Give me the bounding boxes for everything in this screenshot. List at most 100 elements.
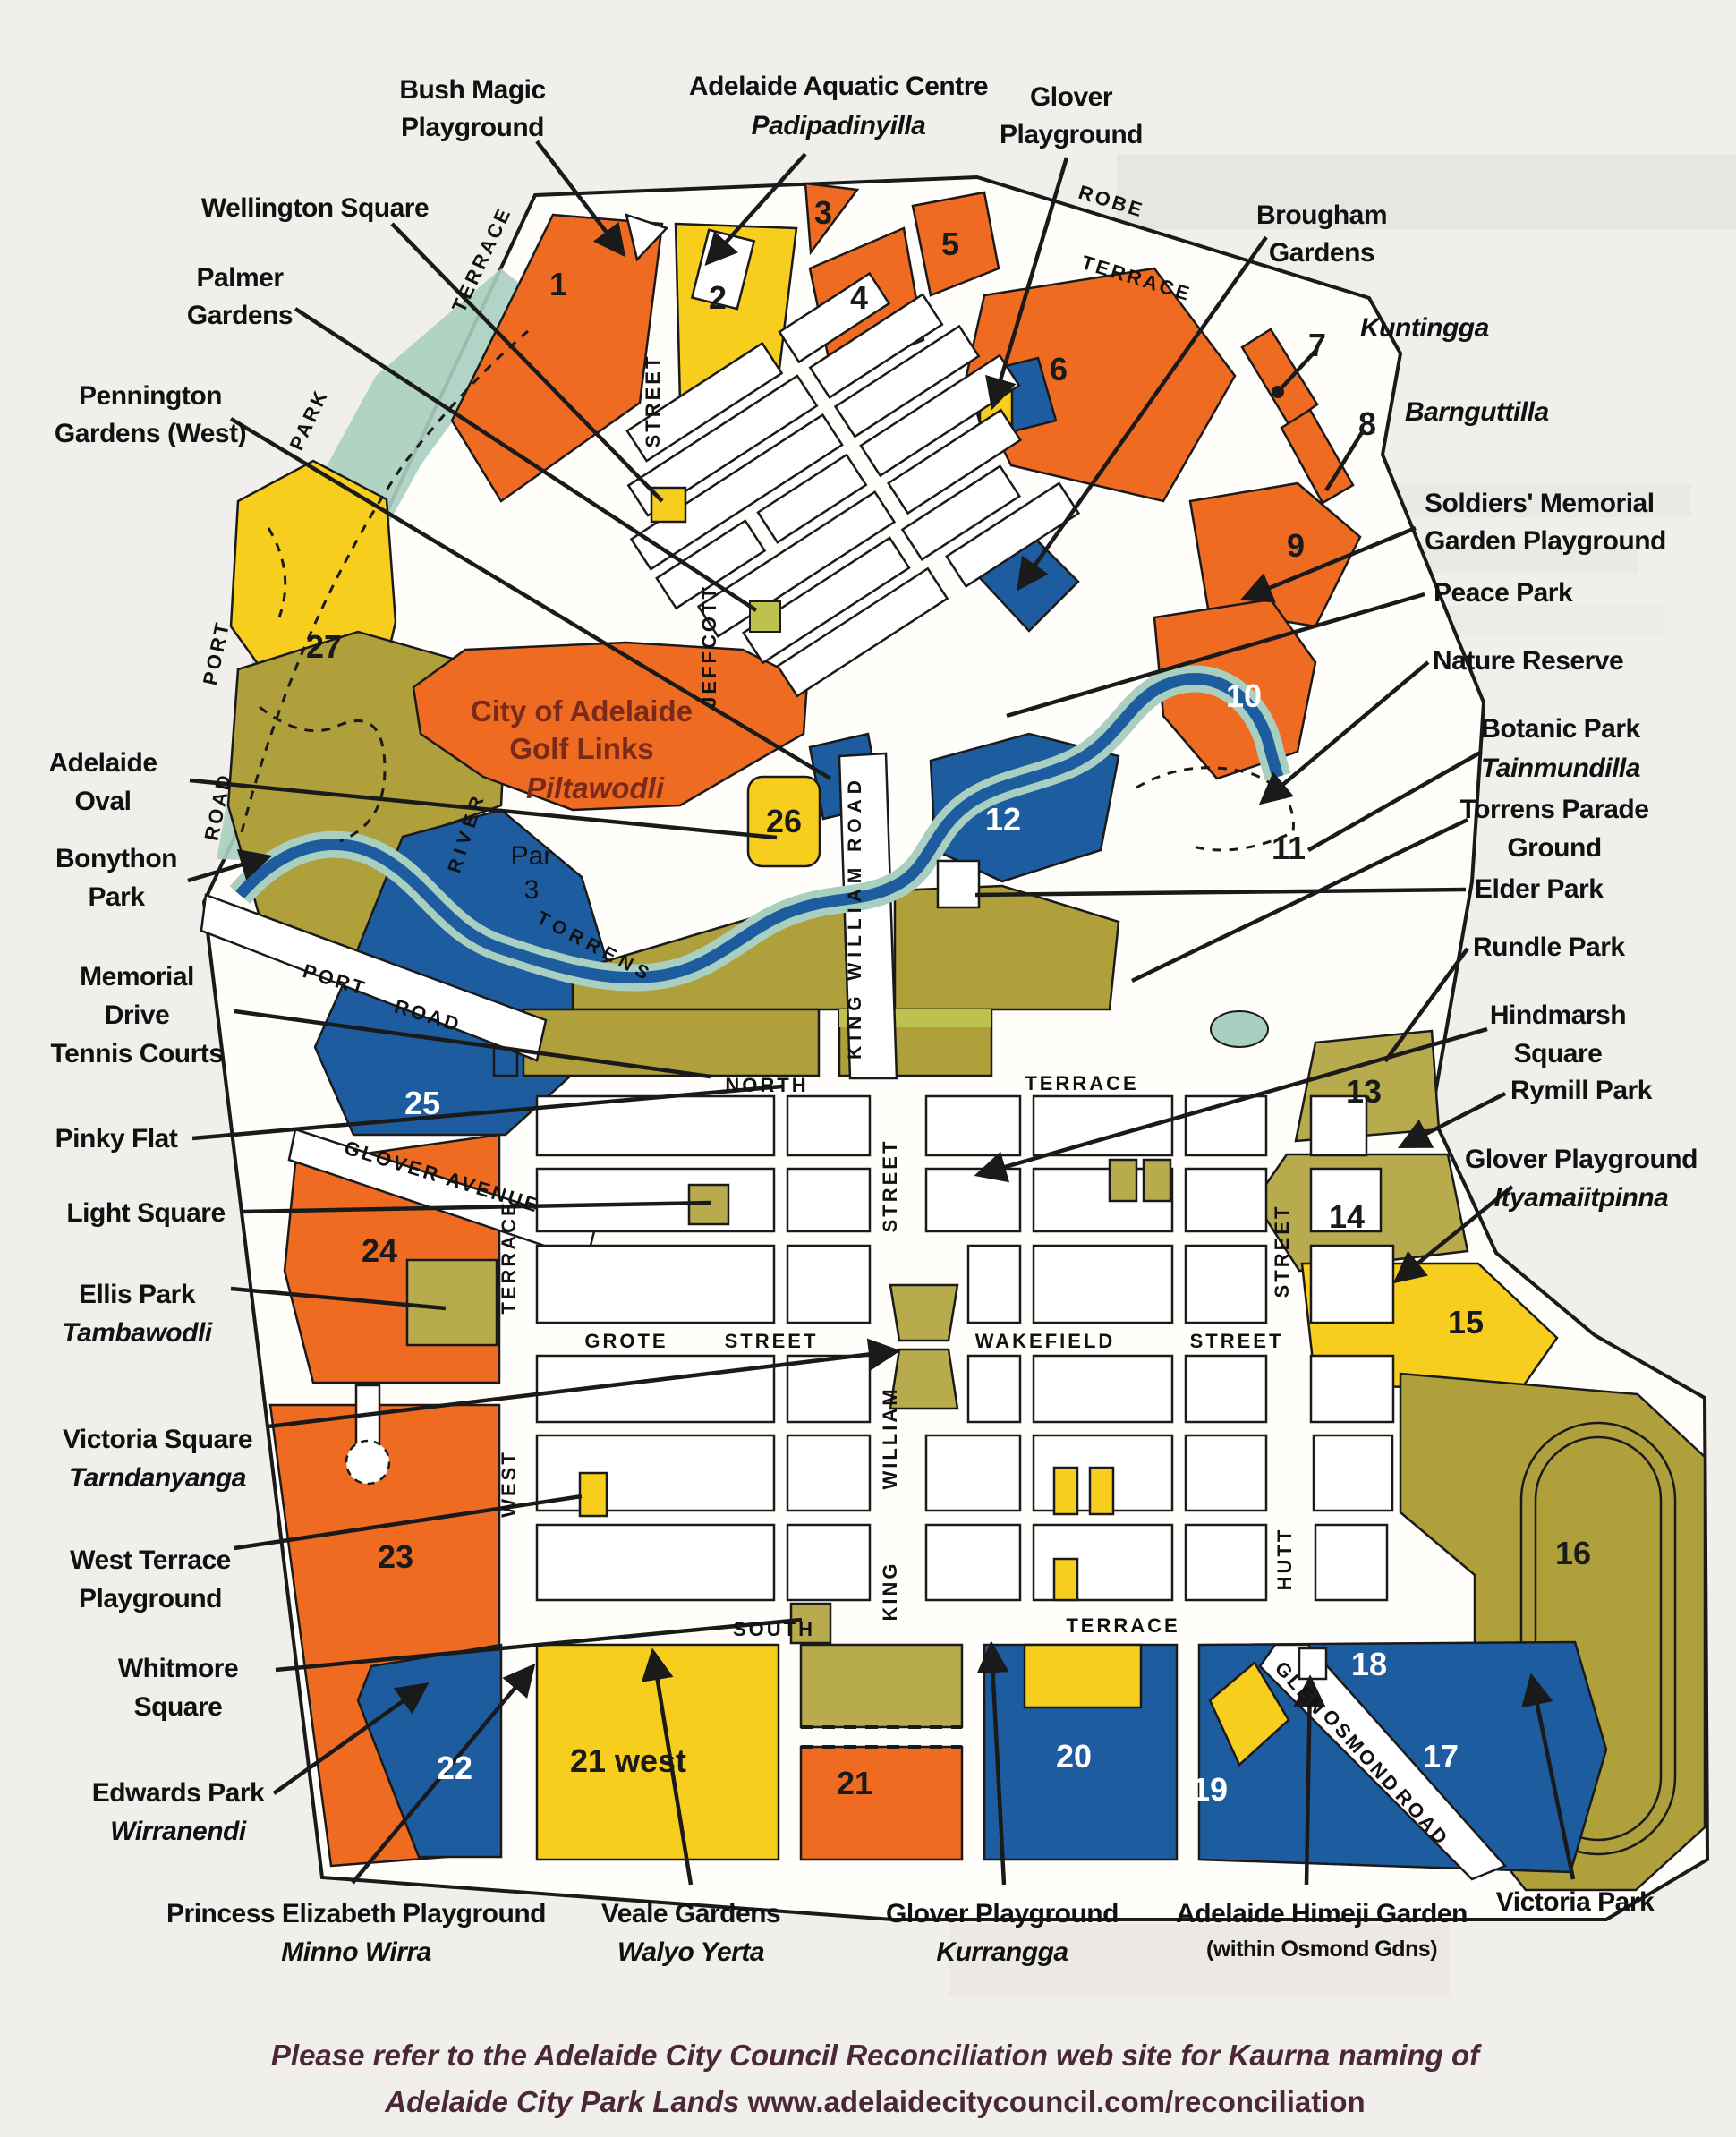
park-number-3: 3 [814, 194, 832, 231]
footer-line-2: Adelaide City Park Lands www.adelaidecit… [384, 2085, 1365, 2118]
label-wellington: Wellington Square [201, 193, 429, 223]
label-princess-1: Princess Elizabeth Playground [166, 1899, 546, 1928]
park-numbers: 1 2 3 4 5 6 7 8 9 10 11 12 13 14 15 16 1… [306, 194, 1591, 1808]
leader-rundle [1383, 947, 1469, 1063]
label-palmer-2: Gardens [187, 301, 293, 330]
label-memorial-1: Memorial [80, 962, 194, 992]
strip-olive-west [522, 1008, 821, 1077]
glover-south-playground [1023, 1643, 1143, 1709]
leader-adelaide-oval [189, 778, 778, 840]
river-water [235, 673, 1284, 984]
label-whitmore-1: Whitmore [118, 1654, 238, 1683]
olive-east-bank [893, 884, 1120, 1011]
callout-labels: Bush Magic Playground Adelaide Aquatic C… [48, 72, 1698, 1967]
leader-glover-east [1392, 1185, 1514, 1284]
golf-links-label-3: Piltawodli [526, 771, 665, 805]
label-victoria-square-2: Tarndanyanga [69, 1463, 246, 1493]
leader-peace [1006, 592, 1425, 719]
par3-label-1: Par [511, 841, 553, 871]
playground-patch-3 [1052, 1557, 1079, 1602]
label-pennington-1: Pennington [79, 381, 222, 411]
park-number-20: 20 [1056, 1738, 1092, 1775]
label-botanic-1: Botanic Park [1481, 714, 1640, 744]
park-number-6: 6 [1050, 351, 1068, 387]
park-number-26: 26 [766, 803, 802, 839]
river-torrens [229, 665, 1291, 1048]
leader-pennington [229, 417, 832, 780]
park-roads [200, 752, 898, 1262]
label-bonython-1: Bonython [55, 844, 177, 873]
park-number-11: 11 [1272, 830, 1306, 866]
west-terrace-playground-patch [578, 1471, 608, 1518]
osmond-gardens [1208, 1661, 1290, 1767]
label-barnguttilla: Barnguttilla [1405, 397, 1549, 427]
park-9 [1188, 481, 1362, 628]
park-26 [746, 775, 821, 868]
label-aquatic-1: Adelaide Aquatic Centre [689, 72, 988, 101]
park-5 [911, 191, 1000, 297]
leader-bush-magic [535, 140, 626, 258]
park-number-22: 22 [437, 1750, 472, 1786]
park-number-25: 25 [404, 1085, 440, 1121]
street-grote: GROTE [584, 1330, 668, 1352]
street-kw-king: KING [879, 1562, 901, 1622]
whitmore-square [789, 1602, 832, 1645]
palmer-gardens-patch [749, 600, 781, 633]
victoria-square-north [889, 1283, 959, 1342]
label-veale-2: Walyo Yerta [617, 1937, 764, 1967]
street-hutt: HUTT [1273, 1528, 1296, 1591]
label-rundle: Rundle Park [1473, 932, 1625, 962]
park-number-7: 7 [1308, 327, 1326, 363]
label-west-terrace-1: West Terrace [70, 1545, 231, 1575]
ellis-park-patch [405, 1258, 498, 1347]
street-north-terrace: TERRACE [1025, 1072, 1138, 1094]
leader-glover-north [985, 157, 1069, 411]
label-glover-east-1: Glover Playground [1465, 1145, 1698, 1174]
label-adelaide-oval-2: Oval [74, 787, 131, 816]
park-number-1: 1 [549, 266, 567, 302]
leader-victoria-square [268, 1338, 901, 1429]
street-wakefield-street: STREET [1190, 1330, 1284, 1352]
park-3 [804, 182, 860, 256]
golf-links [412, 641, 809, 812]
leader-lines [187, 140, 1576, 1886]
park-number-23: 23 [378, 1538, 413, 1575]
park-number-16: 16 [1555, 1535, 1591, 1571]
label-whitmore-2: Square [134, 1692, 223, 1722]
label-aquatic-2: Padipadinyilla [752, 111, 926, 140]
park-21-olive [799, 1643, 964, 1729]
port-road-band [200, 893, 548, 1062]
label-princess-2: Minno Wirra [281, 1937, 431, 1967]
leader-ellis [230, 1286, 447, 1311]
leader-torrens-parade [1131, 817, 1468, 983]
park-number-24: 24 [362, 1232, 397, 1269]
label-hindmarsh-1: Hindmarsh [1490, 1000, 1626, 1030]
label-himeji-2: (within Osmond Gdns) [1206, 1937, 1437, 1962]
label-bush-magic-1: Bush Magic [399, 75, 545, 105]
leader-n7-dot [1272, 386, 1284, 398]
playground-patch-2 [1088, 1466, 1115, 1516]
label-hindmarsh-2: Square [1514, 1039, 1603, 1068]
map-inline-labels: City of Adelaide Golf Links Piltawodli P… [471, 694, 693, 905]
park-number-27: 27 [306, 628, 342, 665]
label-torrens-parade-1: Torrens Parade [1460, 795, 1649, 824]
leader-veale [641, 1647, 694, 1886]
leader-victoria-park [1521, 1673, 1576, 1880]
leader-himeji [1293, 1674, 1326, 1886]
park-number-19: 19 [1192, 1771, 1228, 1808]
label-soldiers-1: Soldiers' Memorial [1425, 489, 1655, 518]
label-pennington-2: Gardens (West) [55, 419, 246, 448]
himeji-garden-square [1298, 1647, 1328, 1681]
leader-elder [974, 887, 1467, 898]
leader-west-terrace [234, 1494, 583, 1551]
leader-whitmore [275, 1617, 803, 1673]
label-himeji-1: Adelaide Himeji Garden [1176, 1899, 1468, 1928]
golf-links-label-1: City of Adelaide [471, 694, 693, 728]
street-kw-william: WILLIAM [879, 1386, 901, 1489]
keyhole-circle [345, 1439, 391, 1486]
king-william-road-band [838, 752, 898, 1080]
street-na-street: STREET [642, 354, 664, 448]
leader-bonython [187, 849, 273, 883]
pond [1210, 1010, 1269, 1048]
leader-nature [1258, 660, 1430, 805]
